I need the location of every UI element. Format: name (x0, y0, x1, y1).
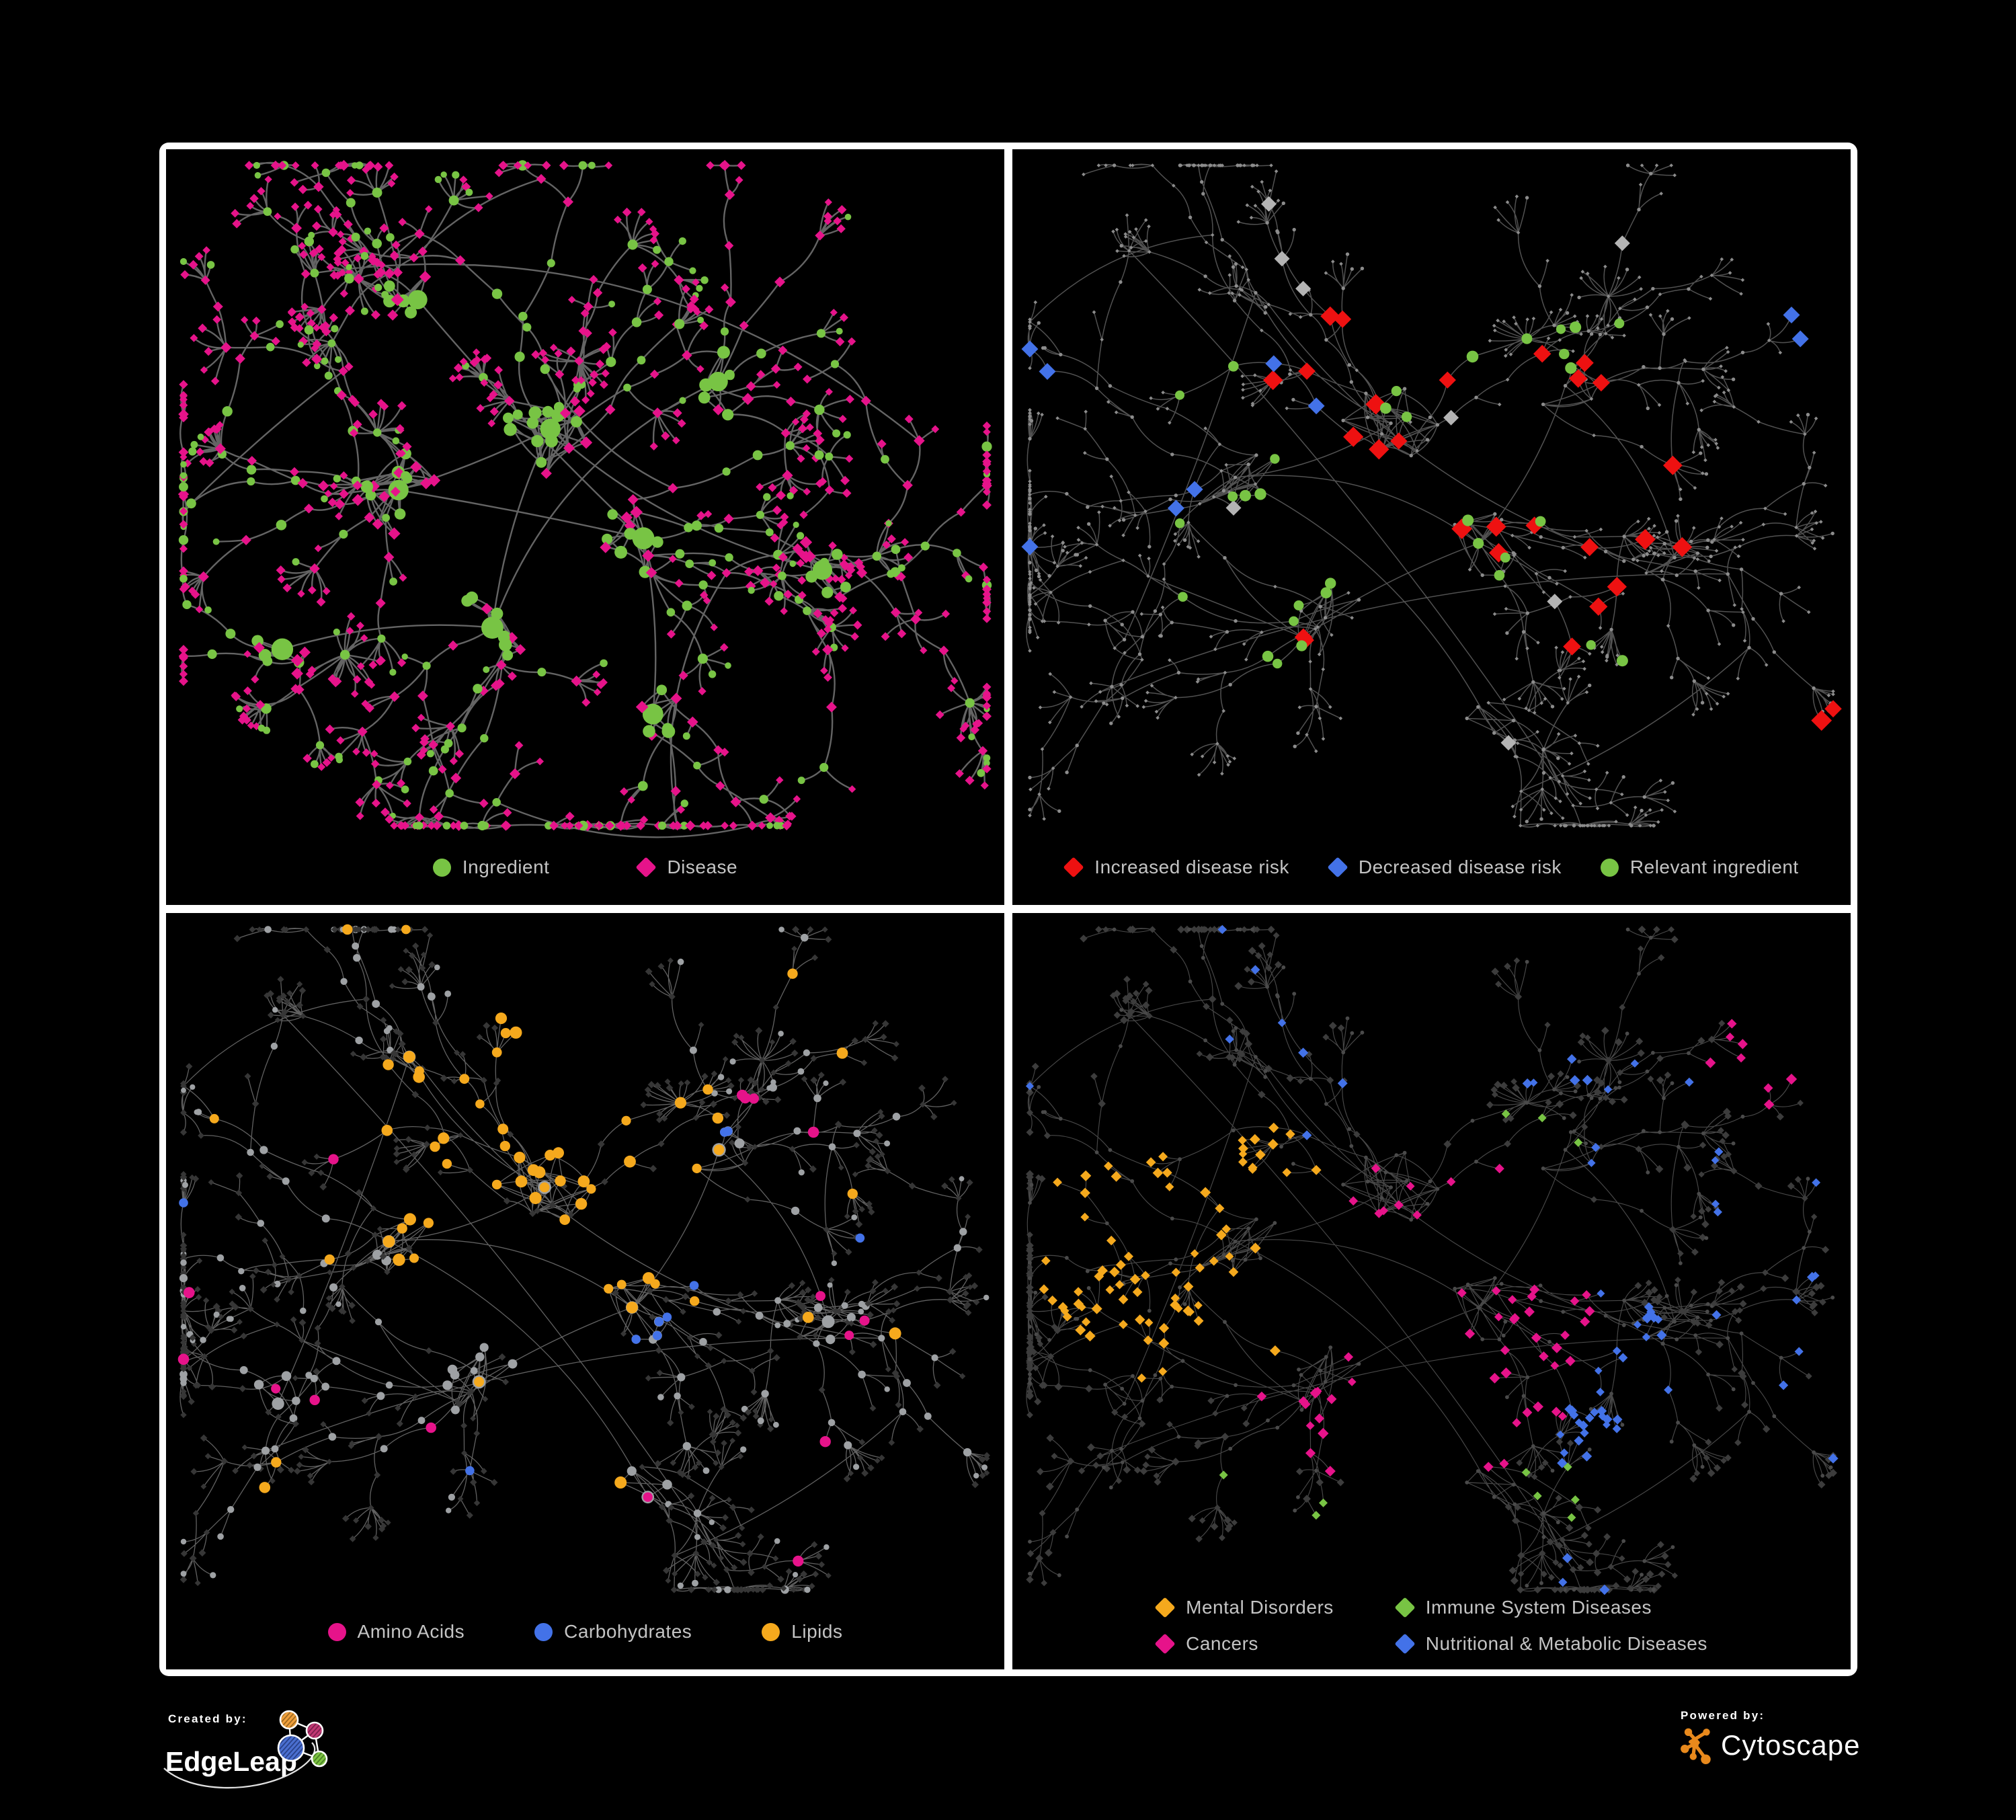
network-canvas-disease-classes (1025, 924, 1839, 1595)
network-canvas-disease-risk (1021, 163, 1842, 828)
cytoscape-icon (1681, 1728, 1711, 1764)
cytoscape-brand: Powered by: Cytosc (1679, 1709, 1860, 1764)
edgeleap-node-green (311, 1750, 328, 1768)
panel-disease-risk-network: Increased disease risk Decreased disease… (1012, 149, 1851, 905)
created-by-label: Created by: (168, 1712, 247, 1725)
edgeleap-node-magenta (305, 1721, 324, 1740)
edgeleap-wordmark: EdgeLeap (165, 1746, 297, 1777)
edgeleap-logo-nodes (277, 1710, 328, 1768)
panel-ingredient-disease-network: Ingredient Disease (166, 149, 1004, 905)
edgeleap-logo: Created by: EdgeLeap (163, 1710, 328, 1789)
edgeleap-node-blue (277, 1734, 305, 1762)
network-canvas-ingredient-disease (177, 159, 992, 838)
panel-ingredient-classes-network: Amino Acids Carbohydrates Lipids (166, 913, 1004, 1669)
panel-grid-frame: Ingredient Disease Increased disease ris… (159, 143, 1857, 1676)
edgeleap-node-orange (279, 1710, 299, 1730)
panel-disease-classes-network: Mental Disorders Immune System Diseases … (1012, 913, 1851, 1669)
cytoscape-wordmark: Cytoscape (1721, 1729, 1861, 1761)
powered-by-label: Powered by: (1681, 1709, 1765, 1722)
network-canvas-ingredient-classes (177, 924, 990, 1594)
